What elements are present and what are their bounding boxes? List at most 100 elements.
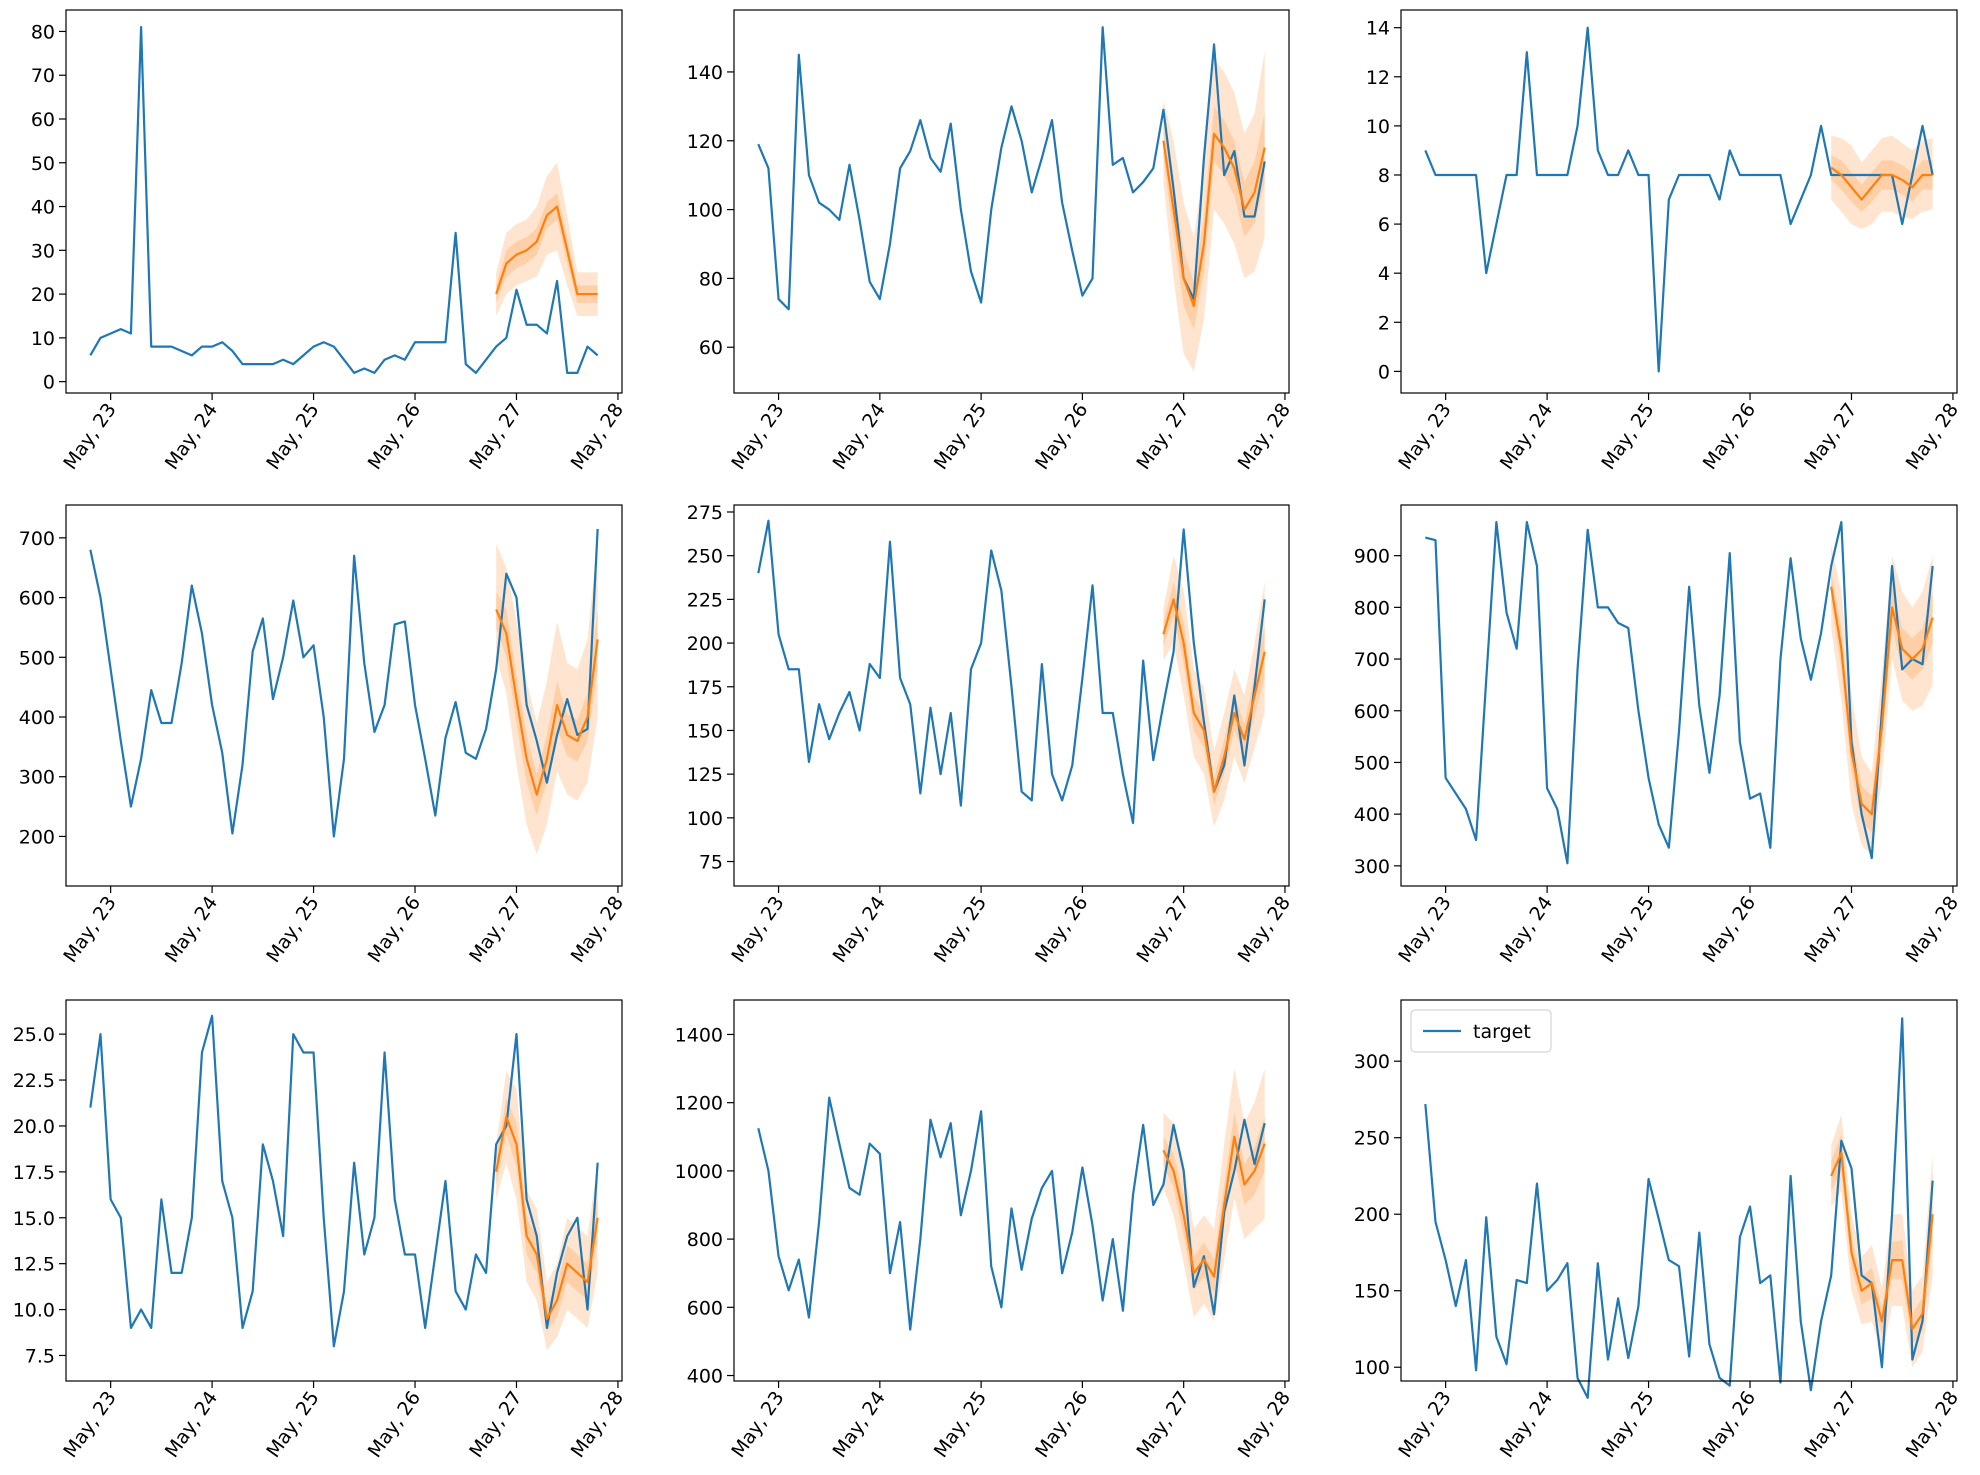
x-tick-label: May, 27 [1800,1387,1861,1462]
y-tick-label: 10 [31,328,55,350]
x-tick-label: May, 25 [262,892,323,967]
y-tick-label: 1400 [675,1024,723,1046]
y-tick-label: 300 [1354,856,1390,878]
x-tick-label: May, 28 [567,399,628,474]
x-tick-label: May, 24 [829,892,890,967]
x-tick-label: May, 26 [1699,892,1760,967]
y-tick-label: 600 [1354,701,1390,723]
y-tick-label: 150 [1354,1281,1390,1303]
y-tick-label: 60 [31,109,55,131]
y-tick-label: 800 [1354,597,1390,619]
axes-frame [733,999,1290,1382]
y-tick-label: 250 [687,546,723,568]
forecast-band [1163,106,1265,331]
y-tick-label: 10 [1366,116,1390,138]
forecast-band [1831,135,1933,229]
y-tick-label: 1200 [675,1093,723,1115]
forecast-band [1163,555,1265,827]
x-tick-label: May, 24 [161,892,222,967]
y-tick-label: 700 [19,528,55,550]
forecast-band [1831,1114,1933,1368]
axes-frame [65,9,623,394]
axes-frame [1400,9,1958,394]
y-tick-label: 140 [687,62,723,84]
x-tick-label: May, 26 [1031,399,1092,474]
x-tick-label: May, 23 [727,892,788,967]
y-tick-label: 200 [19,826,55,848]
x-tick-label: May, 25 [930,892,991,967]
x-tick-label: May, 28 [1902,892,1963,967]
forecast-line [1162,598,1266,793]
x-tick-label: May, 24 [1496,399,1557,474]
legend-label: target [1473,1021,1531,1043]
y-tick-label: 2 [1378,312,1390,334]
y-tick-label: 40 [31,197,55,219]
y-tick-label: 4 [1378,263,1390,285]
x-tick-label: May, 26 [364,892,425,967]
y-tick-label: 12 [1366,67,1390,89]
y-tick-label: 200 [687,633,723,655]
y-tick-label: 20.0 [13,1116,55,1138]
y-tick-label: 300 [1354,1051,1390,1073]
x-tick-label: May, 24 [161,399,222,474]
y-tick-label: 400 [687,1366,723,1388]
forecast-line [1830,1151,1934,1331]
forecast-line [495,1115,599,1320]
subplot: 400 600 800 1000 1200 1400 May, 23 May, 24 May, … [675,999,1295,1462]
y-tick-label: 25.0 [13,1024,55,1046]
subplot: 0 10 20 30 40 50 60 70 80 May, 23 May, 24 May, 25 Ma… [31,9,628,474]
y-tick-label: 400 [1354,804,1390,826]
y-tick-label: 600 [19,588,55,610]
y-tick-label: 275 [687,502,723,524]
subplot: 60 80 100 120 140 May, 23 May, 24 May, 25 May, 2… [687,9,1295,474]
x-tick-label: May, 23 [59,399,120,474]
axes-frame [65,504,623,887]
y-tick-label: 30 [31,240,55,262]
y-tick-label: 100 [1354,1357,1390,1379]
x-tick-label: May, 28 [1902,1387,1963,1462]
y-tick-label: 7.5 [25,1345,55,1367]
target-line [89,1014,599,1348]
x-tick-label: May, 23 [727,1387,788,1462]
target-line [1424,26,1934,373]
x-tick-label: May, 23 [1394,1387,1455,1462]
y-tick-label: 120 [687,131,723,153]
x-tick-label: May, 26 [1699,1387,1760,1462]
x-tick-label: May, 27 [1132,892,1193,967]
x-tick-label: May, 27 [465,399,526,474]
y-tick-label: 500 [19,647,55,669]
x-tick-label: May, 23 [1394,399,1455,474]
x-tick-label: May, 23 [1394,892,1455,967]
forecast-line [1162,1135,1266,1278]
target-line [757,519,1266,825]
x-tick-label: May, 23 [59,892,120,967]
subplot: 200 300 400 500 600 700 May, 23 May, 24 May, 25 M… [19,504,628,967]
x-tick-label: May, 25 [930,1387,991,1462]
y-tick-label: 10.0 [13,1300,55,1322]
y-tick-label: 800 [687,1229,723,1251]
x-tick-label: May, 24 [829,399,890,474]
y-tick-label: 700 [1354,649,1390,671]
legend-box [1410,1009,1552,1053]
y-tick-label: 225 [687,589,723,611]
y-tick-label: 80 [699,268,723,290]
x-tick-label: May, 26 [1031,1387,1092,1462]
x-tick-label: May, 26 [1699,399,1760,474]
x-tick-label: May, 26 [364,1387,425,1462]
x-tick-label: May, 24 [829,1387,890,1462]
y-tick-label: 22.5 [13,1070,55,1092]
y-tick-label: 100 [687,200,723,222]
axes-frame [733,9,1290,394]
target-line [89,25,599,374]
forecast-line [1830,166,1933,201]
x-tick-label: May, 23 [59,1387,120,1462]
x-tick-label: May, 27 [1800,892,1861,967]
y-tick-label: 900 [1354,546,1390,568]
x-tick-label: May, 26 [364,399,425,474]
y-tick-label: 0 [43,372,55,394]
x-tick-label: May, 27 [1132,399,1193,474]
y-tick-label: 14 [1366,18,1390,40]
subplot: 75 100 125 150 175 200 225 250 275 May, 23 May, 24… [687,502,1295,967]
x-tick-label: May, 27 [1800,399,1861,474]
